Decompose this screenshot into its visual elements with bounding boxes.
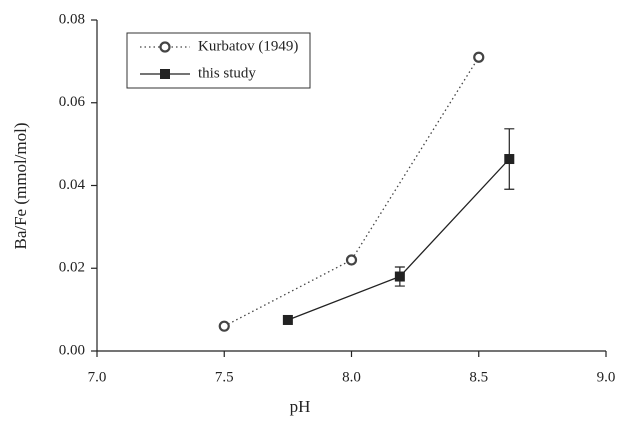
y-tick-label: 0.08 [59,11,85,27]
data-point [394,271,405,282]
x-tick-label: 8.0 [342,369,361,385]
y-tick-label: 0.06 [59,94,86,110]
series-line [223,56,480,327]
y-axis-label: Ba/Fe (mmol/mol) [11,122,30,249]
x-tick-label: 8.5 [469,369,488,385]
legend-marker [159,41,171,53]
x-axis-label: pH [290,397,311,416]
legend-box [126,32,311,89]
data-point [504,154,515,165]
y-tick-label: 0.00 [59,342,85,358]
x-tick-label: 7.0 [88,369,107,385]
legend-label: this study [198,65,256,81]
data-point [345,254,358,266]
y-tick-label: 0.04 [59,177,86,193]
legend-label: Kurbatov (1949) [198,38,298,54]
data-point [473,51,485,63]
series-line [287,158,510,321]
legend-marker [160,69,170,79]
x-tick-label: 7.5 [215,369,234,385]
data-point [282,314,293,325]
x-tick-label: 9.0 [597,369,616,385]
data-point [218,320,230,332]
y-tick-label: 0.02 [59,260,85,276]
